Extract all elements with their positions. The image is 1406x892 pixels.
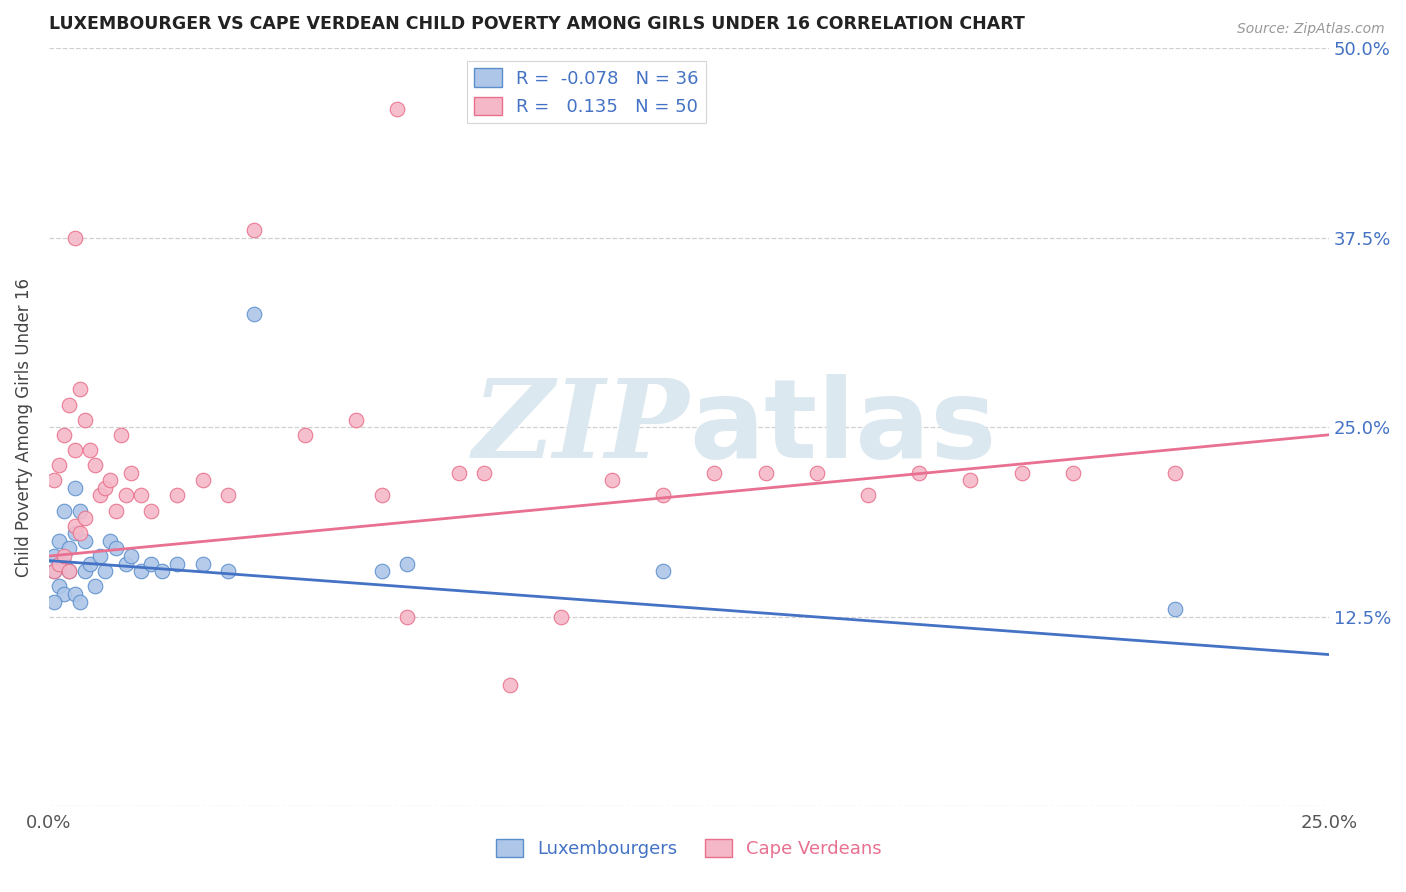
Point [104,541,127,556]
Point [53,587,76,601]
Point [652,488,675,502]
Point [100,473,122,487]
Point [141,503,163,517]
Point [63,481,86,495]
Point [63,442,86,457]
Point [217,488,239,502]
Point [58,398,80,412]
Point [396,609,419,624]
Point [1164,466,1187,480]
Point [150,564,173,578]
Point [370,564,392,578]
Point [1062,466,1084,480]
Point [63,526,86,541]
Point [191,557,214,571]
Point [42,564,65,578]
Point [652,564,675,578]
Point [63,587,86,601]
Point [129,488,152,502]
Point [69,526,91,541]
Point [104,503,127,517]
Point [53,557,76,571]
Point [73,511,96,525]
Point [53,549,76,563]
Point [42,473,65,487]
Text: ZIP: ZIP [472,374,689,481]
Point [217,564,239,578]
Text: atlas: atlas [689,374,997,481]
Point [48,579,70,593]
Point [1164,602,1187,616]
Point [908,466,931,480]
Legend: R =  -0.078   N = 36, R =   0.135   N = 50: R = -0.078 N = 36, R = 0.135 N = 50 [467,62,706,123]
Point [69,594,91,608]
Point [79,557,101,571]
Point [63,231,86,245]
Point [42,549,65,563]
Point [191,473,214,487]
Point [42,564,65,578]
Point [166,557,188,571]
Point [447,466,470,480]
Point [141,557,163,571]
Point [73,564,96,578]
Point [499,678,522,692]
Point [73,412,96,426]
Point [120,549,142,563]
Point [53,503,76,517]
Point [42,594,65,608]
Point [73,533,96,548]
Point [94,564,117,578]
Point [53,427,76,442]
Point [58,564,80,578]
Point [100,533,122,548]
Point [114,557,136,571]
Point [89,488,111,502]
Point [856,488,879,502]
Point [84,579,107,593]
Point [1011,466,1033,480]
Point [600,473,623,487]
Point [48,533,70,548]
Point [755,466,778,480]
Point [396,557,419,571]
Point [959,473,981,487]
Point [110,427,132,442]
Point [166,488,188,502]
Point [63,518,86,533]
Point [69,383,91,397]
Point [58,541,80,556]
Point [84,458,107,472]
Point [242,223,264,237]
Point [114,488,136,502]
Y-axis label: Child Poverty Among Girls Under 16: Child Poverty Among Girls Under 16 [15,277,32,577]
Point [294,427,316,442]
Point [550,609,572,624]
Point [69,503,91,517]
Point [58,564,80,578]
Point [94,481,117,495]
Point [703,466,725,480]
Point [120,466,142,480]
Point [472,466,495,480]
Text: LUXEMBOURGER VS CAPE VERDEAN CHILD POVERTY AMONG GIRLS UNDER 16 CORRELATION CHAR: LUXEMBOURGER VS CAPE VERDEAN CHILD POVER… [49,15,1025,33]
Point [129,564,152,578]
Point [806,466,828,480]
Text: Source: ZipAtlas.com: Source: ZipAtlas.com [1237,22,1385,37]
Point [385,102,408,116]
Point [89,549,111,563]
Point [48,557,70,571]
Point [242,307,264,321]
Point [344,412,367,426]
Point [48,458,70,472]
Point [370,488,392,502]
Point [79,442,101,457]
